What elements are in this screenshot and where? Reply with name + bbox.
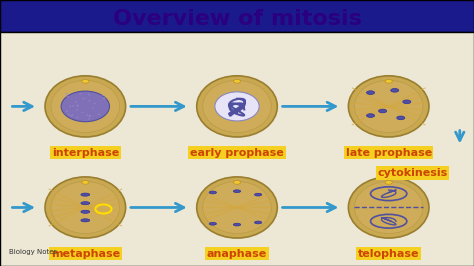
Ellipse shape xyxy=(81,193,90,196)
Ellipse shape xyxy=(355,80,423,132)
Text: late prophase: late prophase xyxy=(346,148,432,158)
Ellipse shape xyxy=(65,95,68,96)
Ellipse shape xyxy=(72,105,74,107)
Ellipse shape xyxy=(103,98,105,99)
Ellipse shape xyxy=(385,80,392,83)
Ellipse shape xyxy=(385,181,392,184)
Ellipse shape xyxy=(197,76,277,137)
Ellipse shape xyxy=(66,111,68,112)
Ellipse shape xyxy=(403,100,411,104)
Ellipse shape xyxy=(92,107,94,109)
FancyBboxPatch shape xyxy=(0,32,474,266)
Ellipse shape xyxy=(197,177,277,238)
Ellipse shape xyxy=(86,114,88,116)
Ellipse shape xyxy=(88,94,90,95)
Ellipse shape xyxy=(98,114,100,115)
Ellipse shape xyxy=(82,181,89,184)
Ellipse shape xyxy=(94,103,96,104)
Ellipse shape xyxy=(81,210,90,213)
Text: cytokinesis: cytokinesis xyxy=(377,168,447,178)
Ellipse shape xyxy=(209,191,217,194)
Ellipse shape xyxy=(67,93,69,95)
Ellipse shape xyxy=(88,100,91,101)
Ellipse shape xyxy=(51,181,119,234)
Ellipse shape xyxy=(233,223,241,226)
Ellipse shape xyxy=(68,114,70,115)
Ellipse shape xyxy=(77,105,79,106)
Ellipse shape xyxy=(66,96,69,97)
Text: Biology Notes: Biology Notes xyxy=(9,249,58,255)
Ellipse shape xyxy=(255,193,262,196)
Ellipse shape xyxy=(89,115,91,116)
Ellipse shape xyxy=(82,111,83,113)
Text: Overview of mitosis: Overview of mitosis xyxy=(112,9,362,29)
Ellipse shape xyxy=(203,80,271,132)
Ellipse shape xyxy=(103,97,105,98)
Text: metaphase: metaphase xyxy=(51,249,120,259)
Ellipse shape xyxy=(379,109,387,113)
Ellipse shape xyxy=(203,181,271,234)
Ellipse shape xyxy=(89,116,91,117)
Ellipse shape xyxy=(348,177,429,238)
Ellipse shape xyxy=(76,117,79,118)
Text: early prophase: early prophase xyxy=(190,148,284,158)
Ellipse shape xyxy=(79,93,81,94)
Ellipse shape xyxy=(76,110,78,111)
Ellipse shape xyxy=(51,80,119,132)
Ellipse shape xyxy=(348,76,429,137)
Ellipse shape xyxy=(72,115,73,116)
Ellipse shape xyxy=(74,101,77,102)
Ellipse shape xyxy=(45,76,126,137)
Ellipse shape xyxy=(215,92,259,121)
Text: anaphase: anaphase xyxy=(207,249,267,259)
Ellipse shape xyxy=(81,202,90,205)
Ellipse shape xyxy=(61,91,109,122)
FancyBboxPatch shape xyxy=(0,0,474,32)
Ellipse shape xyxy=(255,221,262,224)
Ellipse shape xyxy=(69,106,71,107)
Ellipse shape xyxy=(233,190,241,193)
Ellipse shape xyxy=(233,181,241,184)
Ellipse shape xyxy=(88,118,90,119)
Ellipse shape xyxy=(45,177,126,238)
Ellipse shape xyxy=(65,93,67,94)
Ellipse shape xyxy=(82,80,89,83)
Text: telophase: telophase xyxy=(358,249,419,259)
Ellipse shape xyxy=(81,219,90,222)
Ellipse shape xyxy=(366,91,374,94)
Ellipse shape xyxy=(209,222,217,225)
Ellipse shape xyxy=(391,89,399,92)
Ellipse shape xyxy=(76,105,78,106)
Ellipse shape xyxy=(102,95,104,96)
Ellipse shape xyxy=(71,115,73,117)
Text: interphase: interphase xyxy=(52,148,119,158)
Ellipse shape xyxy=(366,114,374,117)
Ellipse shape xyxy=(82,98,84,99)
Ellipse shape xyxy=(397,116,405,120)
Ellipse shape xyxy=(233,80,241,83)
Ellipse shape xyxy=(355,181,423,234)
